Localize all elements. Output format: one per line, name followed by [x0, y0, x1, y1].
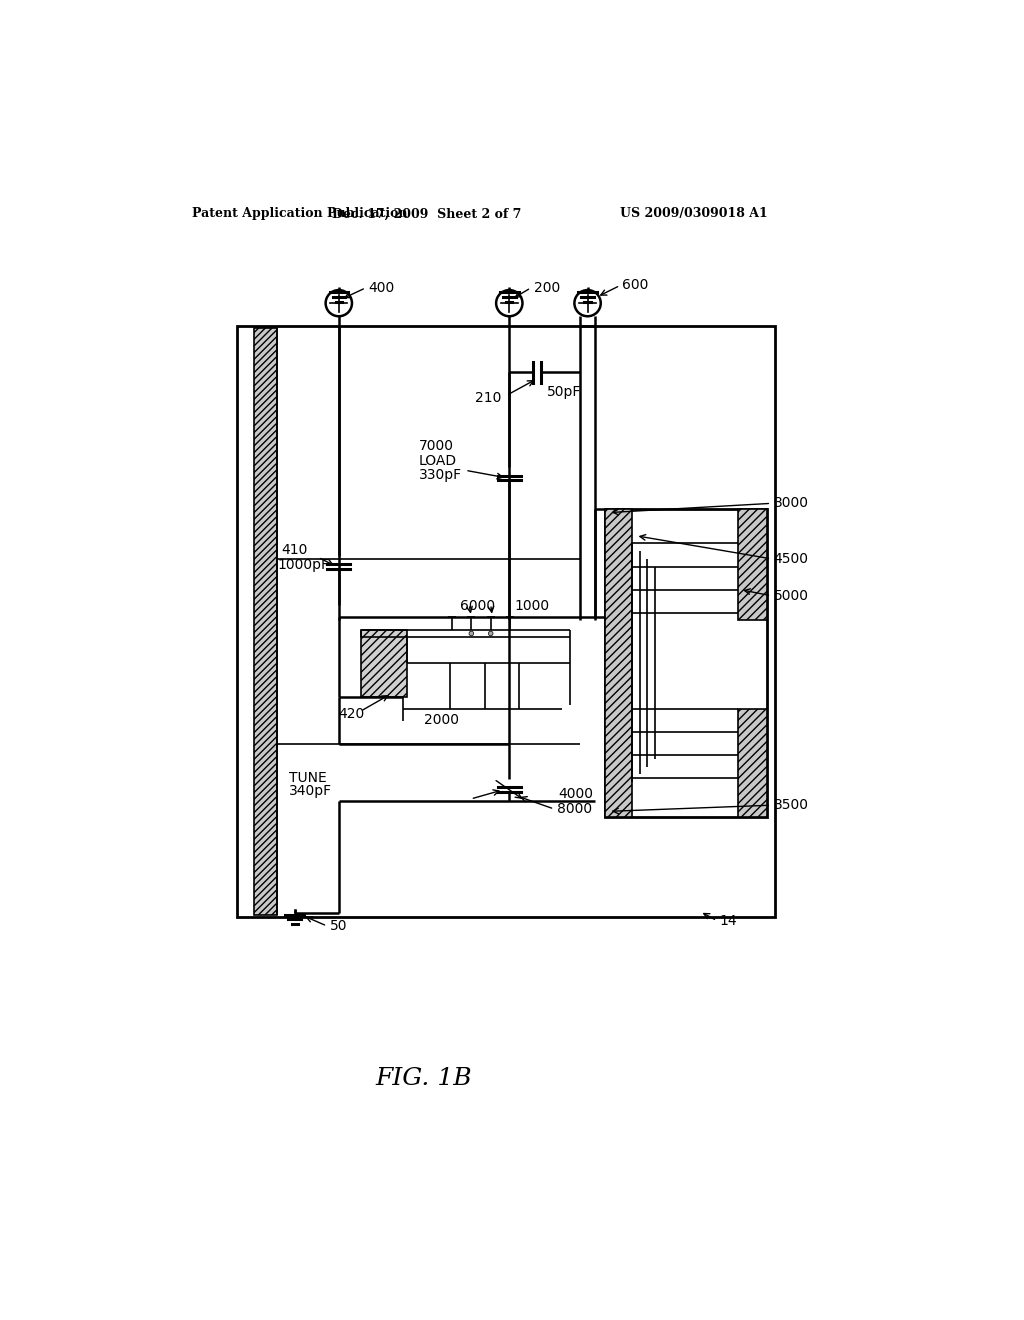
Text: 3500: 3500 — [773, 799, 809, 812]
Text: 1000: 1000 — [514, 599, 549, 612]
Text: 330pF: 330pF — [419, 467, 462, 482]
Text: 4500: 4500 — [773, 552, 809, 566]
Text: 5000: 5000 — [773, 589, 809, 603]
Text: 50: 50 — [330, 919, 347, 933]
Text: 410: 410 — [282, 543, 308, 557]
Text: 4000: 4000 — [558, 787, 593, 801]
Polygon shape — [360, 630, 407, 697]
Polygon shape — [254, 327, 276, 915]
Text: TUNE: TUNE — [289, 771, 327, 785]
Text: 210: 210 — [475, 391, 502, 405]
Text: US 2009/0309018 A1: US 2009/0309018 A1 — [621, 207, 768, 220]
Text: 1000pF: 1000pF — [278, 558, 330, 572]
Polygon shape — [604, 508, 632, 817]
Polygon shape — [738, 508, 767, 620]
Text: 600: 600 — [623, 279, 649, 293]
Text: FIG. 1B: FIG. 1B — [376, 1067, 472, 1090]
Text: 50pF: 50pF — [547, 385, 581, 400]
Text: 8000: 8000 — [557, 803, 593, 816]
Text: 340pF: 340pF — [289, 784, 333, 799]
Text: 200: 200 — [535, 281, 560, 294]
Text: 6000: 6000 — [460, 599, 495, 612]
Circle shape — [469, 631, 474, 636]
Text: Dec. 17, 2009  Sheet 2 of 7: Dec. 17, 2009 Sheet 2 of 7 — [332, 207, 521, 220]
Text: 7000: 7000 — [419, 438, 454, 453]
Text: 2000: 2000 — [424, 714, 459, 727]
Text: 3000: 3000 — [773, 496, 809, 511]
Text: LOAD: LOAD — [419, 454, 457, 469]
Text: 400: 400 — [369, 281, 394, 294]
Text: 420: 420 — [338, 708, 365, 721]
Circle shape — [488, 631, 493, 636]
Text: 14: 14 — [719, 913, 737, 928]
Text: Patent Application Publication: Patent Application Publication — [191, 207, 408, 220]
Polygon shape — [738, 709, 767, 817]
